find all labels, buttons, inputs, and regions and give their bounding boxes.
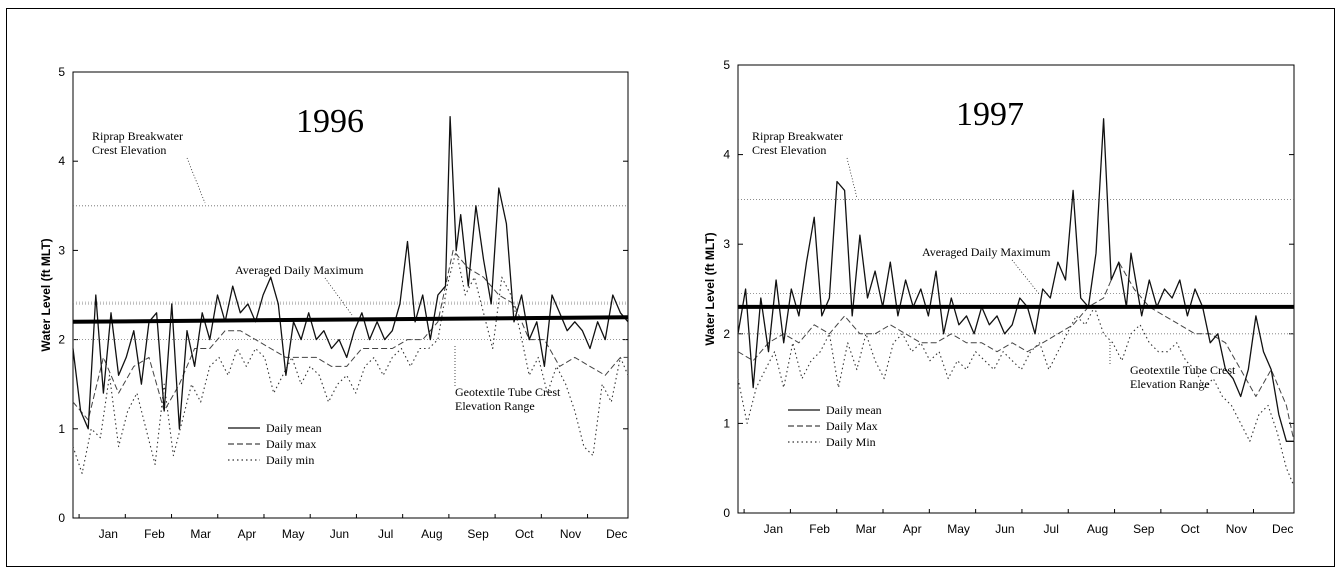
legend-label: Daily Max [826,419,878,433]
y-tick-label: 1 [723,416,730,430]
x-tick-label: Nov [560,527,581,541]
x-tick-label: Jan [99,527,118,541]
y-tick-label: 4 [723,148,730,162]
x-tick-label: Jul [378,527,393,541]
x-tick-label: Nov [1226,522,1247,536]
y-axis-label: Water Level (ft MLT) [39,238,53,351]
riprap-annotation: Crest Elevation [92,143,166,157]
avg-max-leader [1011,259,1041,296]
chart-title: 1996 [296,103,364,140]
riprap-annotation: Crest Elevation [752,143,826,157]
x-tick-label: Jul [1044,522,1059,536]
figure-frame [6,8,1335,567]
y-tick-label: 0 [723,506,730,520]
x-tick-label: Aug [1087,522,1108,536]
x-tick-label: Mar [190,527,211,541]
x-tick-label: Sep [467,527,489,541]
y-axis-label: Water Level (ft MLT) [703,232,717,345]
x-tick-label: Dec [606,527,627,541]
riprap-annotation: Riprap Breakwater [92,129,183,143]
x-tick-label: Sep [1133,522,1155,536]
series-line-daily-min [737,306,1295,487]
x-tick-label: Aug [421,527,442,541]
y-tick-label: 2 [58,333,65,347]
x-tick-label: Mar [856,522,877,536]
x-tick-label: Apr [903,522,922,536]
x-tick-label: Feb [809,522,830,536]
series-line-daily-mean [737,261,1295,442]
plot-area [737,64,1295,514]
geotube-annotation: Elevation Range [1130,377,1210,391]
y-tick-label: 3 [58,243,65,257]
series-line-daily-max [737,118,1294,442]
x-tick-label: Dec [1272,522,1293,536]
y-tick-label: 4 [58,154,65,168]
avg-max-leader [324,277,353,316]
plot-area [72,71,629,519]
x-tick-label: Oct [1181,522,1200,536]
avg-max-annotation: Averaged Daily Maximum [235,263,364,277]
x-tick-label: Apr [238,527,257,541]
x-tick-label: Feb [144,527,165,541]
chart-panel-1996: 0 1 2 3 4 5 Jan Feb Mar Apr May Jun Jul Aug Sep Oct Nov D… [39,65,629,541]
chart-panel-1997: 0 1 2 3 4 5 Jan Feb Mar Apr May Jun Jul Aug Sep Oct Nov D… [703,58,1295,536]
x-tick-label: Jan [764,522,783,536]
x-tick-label: Jun [995,522,1014,536]
geotube-annotation: Elevation Range [455,399,535,413]
avg-max-annotation: Averaged Daily Maximum [922,245,1051,259]
y-tick-label: 0 [58,511,65,525]
y-tick-label: 1 [58,422,65,436]
legend-label: Daily mean [826,403,882,417]
x-tick-label: May [282,527,305,541]
y-tick-label: 5 [58,65,65,79]
x-tick-label: May [947,522,970,536]
y-tick-label: 3 [723,237,730,251]
y-tick-label: 5 [723,58,730,72]
averaged-daily-max-line [72,315,629,324]
legend-label: Daily max [266,437,316,451]
y-tick-label: 2 [723,327,730,341]
legend-label: Daily Min [826,435,876,449]
series-line-daily-mean [72,249,628,421]
series-line-daily-max [72,115,629,430]
chart-title: 1997 [956,96,1024,133]
riprap-annotation: Riprap Breakwater [752,129,843,143]
geotube-annotation: Geotextile Tube Crest [455,385,561,399]
riprap-leader [186,157,206,204]
x-tick-label: Oct [515,527,534,541]
x-tick-label: Jun [330,527,349,541]
riprap-leader [846,157,858,199]
geotube-annotation: Geotextile Tube Crest [1130,363,1236,377]
legend-label: Daily mean [266,421,322,435]
legend-label: Daily min [266,453,314,467]
